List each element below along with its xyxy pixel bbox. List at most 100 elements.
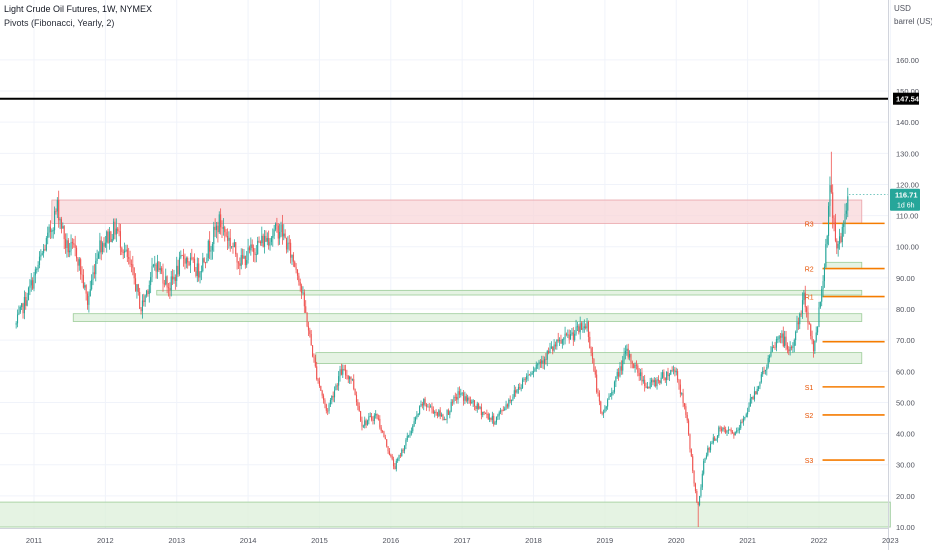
y-tick-label: 110.00: [896, 212, 918, 221]
candle-body: [221, 227, 223, 229]
candle-body: [828, 205, 830, 236]
candle-body: [74, 244, 76, 248]
candle-body: [847, 196, 849, 211]
candle-body: [476, 403, 478, 409]
candle-body: [364, 420, 366, 426]
candle-body: [722, 427, 724, 431]
candle-body: [432, 409, 434, 414]
candle-body: [178, 257, 181, 275]
candle-body: [738, 428, 740, 431]
candle-body: [192, 258, 194, 260]
candle-body: [408, 435, 410, 437]
candle-body: [436, 412, 439, 416]
candle-body: [770, 351, 772, 357]
candle-body: [801, 300, 804, 314]
candle-body: [247, 247, 249, 261]
candle-body: [509, 399, 511, 402]
candle-body: [107, 231, 109, 243]
candle-body: [225, 232, 227, 237]
candle-body: [52, 230, 54, 232]
candle-body: [344, 369, 347, 376]
candle-body: [135, 278, 137, 292]
candle-body: [355, 394, 358, 403]
candle-body: [777, 338, 779, 340]
support-zone[interactable]: [315, 352, 863, 364]
candle-body: [674, 369, 676, 373]
candle-body: [517, 387, 519, 390]
candle-body: [449, 411, 451, 415]
candle-body: [734, 431, 736, 436]
candle-body: [382, 431, 384, 432]
indicator-legend[interactable]: Pivots (Fibonacci, Yearly, 2): [4, 18, 115, 28]
candle-body: [121, 247, 123, 252]
support-zone[interactable]: [156, 289, 863, 296]
support-zone[interactable]: [0, 501, 891, 528]
candle-body: [187, 257, 189, 263]
candle-body: [180, 255, 182, 258]
candle-body: [26, 300, 28, 306]
candle-body: [183, 255, 185, 260]
candle-body: [788, 349, 790, 352]
candle-body: [270, 237, 272, 242]
resistance-zone[interactable]: [51, 199, 863, 224]
candle-body: [77, 258, 79, 266]
candle-body: [261, 235, 263, 244]
candle-body: [701, 473, 703, 488]
candle-body: [800, 313, 802, 315]
candle-body: [694, 483, 697, 491]
candle-body: [755, 391, 757, 395]
candle-body: [681, 393, 683, 395]
candle-body: [372, 419, 374, 421]
support-zone[interactable]: [72, 313, 863, 322]
x-tick-label: 2021: [739, 536, 756, 545]
candle-body: [263, 235, 266, 247]
candle-body: [587, 321, 589, 337]
candle-body: [82, 274, 84, 288]
candle-body: [630, 354, 632, 363]
candle-body: [143, 300, 145, 303]
candle-body: [799, 313, 801, 325]
candle-body: [248, 247, 251, 251]
candle-body: [254, 252, 256, 256]
x-tick-label: 2023: [882, 536, 899, 545]
pivot-label-r1: R1: [805, 295, 814, 302]
candle-body: [679, 384, 681, 394]
candle-body: [204, 262, 207, 264]
candle-body: [740, 421, 742, 429]
candle-body: [158, 261, 160, 271]
candle-body: [162, 271, 164, 284]
candle-body: [257, 240, 259, 255]
candle-body: [86, 293, 89, 305]
candle-body: [764, 369, 766, 372]
candle-body: [644, 379, 646, 387]
candle-body: [682, 393, 684, 404]
candle-body: [117, 228, 119, 231]
candle-body: [383, 431, 385, 438]
support-zone[interactable]: [825, 261, 863, 269]
candle-body: [519, 387, 521, 389]
candle-body: [843, 224, 845, 227]
candle-body: [623, 353, 625, 361]
last-price-tag[interactable]: [890, 188, 920, 211]
candle-body: [714, 437, 716, 441]
candle-body: [766, 367, 768, 370]
x-tick-label: 2019: [597, 536, 614, 545]
candle-body: [399, 455, 401, 457]
candle-body: [292, 254, 294, 262]
candle-body: [655, 380, 657, 387]
candle-body: [490, 417, 492, 420]
candle-body: [464, 396, 466, 401]
candle-body: [137, 284, 139, 293]
candle-body: [762, 370, 764, 375]
candle-body: [272, 235, 274, 238]
candle-body: [224, 227, 226, 233]
candle-body: [845, 210, 847, 214]
candle-body: [749, 398, 751, 407]
candle-body: [209, 240, 211, 252]
candle-body: [104, 242, 106, 247]
candle-body: [619, 366, 621, 377]
horizontal-line-price-tag[interactable]: [893, 92, 919, 105]
candle-body: [125, 249, 127, 251]
